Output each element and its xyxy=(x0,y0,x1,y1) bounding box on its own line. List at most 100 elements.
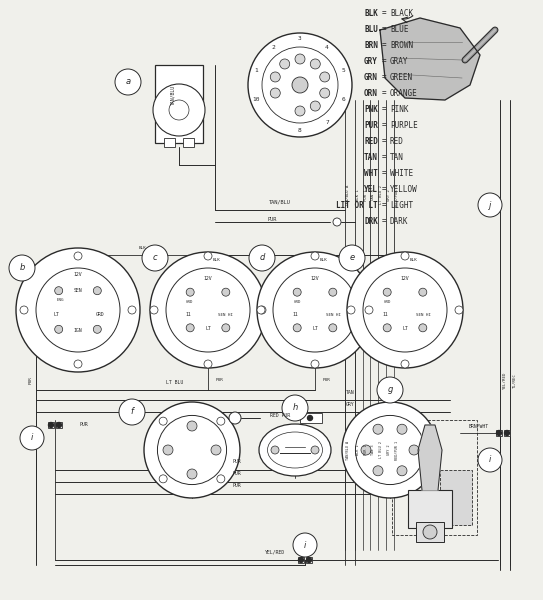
Text: TAN 3: TAN 3 xyxy=(371,189,375,201)
Text: LT BLU 2: LT BLU 2 xyxy=(379,442,383,458)
Circle shape xyxy=(329,288,337,296)
Bar xyxy=(392,420,477,535)
Text: LIGHT: LIGHT xyxy=(390,200,413,209)
Circle shape xyxy=(347,306,355,314)
Circle shape xyxy=(150,306,158,314)
Text: LT: LT xyxy=(205,325,211,331)
Text: DARK: DARK xyxy=(390,217,408,226)
Circle shape xyxy=(356,415,425,485)
Bar xyxy=(56,422,62,428)
Text: RED: RED xyxy=(364,136,378,145)
Text: YEL: YEL xyxy=(364,185,378,193)
Bar xyxy=(408,490,452,528)
Text: WHITE: WHITE xyxy=(390,169,413,178)
Text: PUR: PUR xyxy=(233,471,241,476)
Circle shape xyxy=(9,255,35,281)
Circle shape xyxy=(20,426,44,450)
Circle shape xyxy=(55,287,62,295)
Bar xyxy=(183,138,194,147)
Circle shape xyxy=(20,306,28,314)
Text: i: i xyxy=(31,433,33,443)
Circle shape xyxy=(270,88,280,98)
Bar xyxy=(48,422,54,428)
Circle shape xyxy=(306,557,312,563)
Text: YEL/RED: YEL/RED xyxy=(503,371,507,389)
Text: TAN/BLU: TAN/BLU xyxy=(171,85,175,105)
Text: =: = xyxy=(382,136,386,145)
Circle shape xyxy=(293,288,301,296)
Text: 11: 11 xyxy=(292,313,298,317)
Text: LT: LT xyxy=(402,325,408,331)
Text: BLK: BLK xyxy=(364,8,378,17)
Text: PNK: PNK xyxy=(364,104,378,113)
Text: =: = xyxy=(382,88,386,97)
Text: WHT: WHT xyxy=(364,169,378,178)
Text: PUR: PUR xyxy=(323,378,331,382)
Text: a: a xyxy=(125,77,130,86)
Text: PINK: PINK xyxy=(390,104,408,113)
Text: BROWN: BROWN xyxy=(390,40,413,49)
Circle shape xyxy=(307,415,313,421)
Circle shape xyxy=(295,106,305,116)
Bar xyxy=(496,430,502,436)
Text: LT: LT xyxy=(312,325,318,331)
Circle shape xyxy=(347,252,463,368)
Text: h: h xyxy=(292,403,298,413)
Circle shape xyxy=(409,445,419,455)
Text: BLUE: BLUE xyxy=(390,25,408,34)
Text: RED/PUR 1: RED/PUR 1 xyxy=(395,184,399,206)
Text: i: i xyxy=(489,455,491,464)
Text: TAN: TAN xyxy=(346,390,355,395)
Circle shape xyxy=(365,306,373,314)
Circle shape xyxy=(74,252,82,260)
Text: PUR 1: PUR 1 xyxy=(364,189,368,201)
Text: 3: 3 xyxy=(298,37,302,41)
Circle shape xyxy=(204,360,212,368)
Text: BLU: BLU xyxy=(364,25,378,34)
Circle shape xyxy=(142,245,168,271)
Text: GRY: GRY xyxy=(364,56,378,65)
Circle shape xyxy=(128,306,136,314)
Text: =: = xyxy=(382,25,386,34)
Circle shape xyxy=(342,402,438,498)
Circle shape xyxy=(273,268,357,352)
Ellipse shape xyxy=(259,424,331,476)
Text: LT BLU 2: LT BLU 2 xyxy=(379,185,383,205)
Text: GRD: GRD xyxy=(383,300,391,304)
Text: PUR: PUR xyxy=(233,483,241,488)
Text: SEN HI: SEN HI xyxy=(218,313,233,317)
Circle shape xyxy=(311,360,319,368)
Circle shape xyxy=(186,324,194,332)
Circle shape xyxy=(262,47,338,123)
Text: SEN HI: SEN HI xyxy=(415,313,431,317)
Text: IGN: IGN xyxy=(74,328,83,332)
Text: f: f xyxy=(130,407,134,416)
Circle shape xyxy=(222,324,230,332)
Text: PUR: PUR xyxy=(233,459,241,464)
Circle shape xyxy=(339,245,365,271)
Circle shape xyxy=(329,324,337,332)
Text: ORN: ORN xyxy=(364,88,378,97)
Text: =: = xyxy=(382,185,386,193)
Text: d: d xyxy=(260,253,264,263)
Circle shape xyxy=(248,33,352,137)
Circle shape xyxy=(363,268,447,352)
Bar xyxy=(306,557,312,563)
Text: TAN/BLU A: TAN/BLU A xyxy=(346,440,350,460)
Bar xyxy=(298,557,304,563)
Text: 12V: 12V xyxy=(74,272,83,277)
Text: TAN/BLU: TAN/BLU xyxy=(269,200,291,205)
Circle shape xyxy=(271,446,279,454)
Text: =: = xyxy=(382,104,386,113)
Circle shape xyxy=(373,466,383,476)
Text: BLACK: BLACK xyxy=(390,8,413,17)
Text: 12V: 12V xyxy=(401,275,409,280)
Text: DRK: DRK xyxy=(364,217,378,226)
Text: 12V: 12V xyxy=(311,275,319,280)
Circle shape xyxy=(56,422,61,427)
Text: e: e xyxy=(350,253,355,263)
Circle shape xyxy=(419,288,427,296)
Text: TAN: TAN xyxy=(390,152,404,161)
Text: =: = xyxy=(382,73,386,82)
Circle shape xyxy=(310,59,320,69)
